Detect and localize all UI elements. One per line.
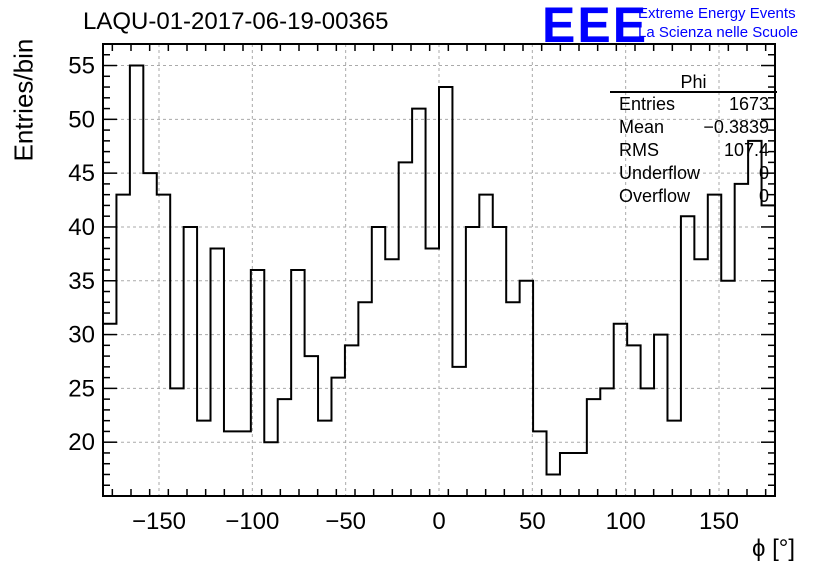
histogram-bin xyxy=(251,270,264,496)
histogram-bin xyxy=(641,388,654,496)
histogram-bin xyxy=(385,259,398,496)
y-tick-label: 40 xyxy=(68,214,95,241)
x-axis-label: ϕ [°] xyxy=(752,535,796,562)
histogram-bin xyxy=(372,227,385,496)
histogram-bin xyxy=(331,378,344,496)
logo-caption-line2: La Scienza nelle Scuole xyxy=(638,24,799,41)
logo-caption-line1: Extreme Energy Events xyxy=(638,5,796,22)
histogram-bin xyxy=(211,248,224,496)
histogram-bin xyxy=(547,474,560,496)
x-tick-label: 50 xyxy=(519,508,546,535)
histogram-bin xyxy=(667,421,680,496)
x-tick-label: −50 xyxy=(325,508,366,535)
eee-logo: EEE xyxy=(542,0,649,53)
stats-value-rms: 107.4 xyxy=(724,140,769,160)
histogram-bin xyxy=(358,302,371,496)
histogram-bin xyxy=(412,109,425,496)
y-tick-label: 55 xyxy=(68,53,95,80)
histogram-bin xyxy=(278,399,291,496)
histogram-bin xyxy=(587,399,600,496)
histogram-bin xyxy=(264,442,277,496)
stats-label-entries: Entries xyxy=(619,94,675,114)
histogram-bin xyxy=(533,431,546,496)
histogram-bin xyxy=(318,421,331,496)
histogram-bin xyxy=(452,367,465,496)
histogram-bin xyxy=(116,195,129,496)
histogram-bin xyxy=(735,184,748,496)
histogram-bin xyxy=(479,195,492,496)
histogram-bin xyxy=(614,324,627,496)
histogram-bin xyxy=(694,259,707,496)
y-tick-label: 30 xyxy=(68,322,95,349)
histogram-bin xyxy=(291,270,304,496)
x-tick-label: −150 xyxy=(132,508,186,535)
histogram-bins xyxy=(103,64,775,496)
stats-label-overflow: Overflow xyxy=(619,186,691,206)
x-tick-label: −100 xyxy=(225,508,279,535)
histogram-bin xyxy=(439,87,452,496)
histogram-bin xyxy=(573,453,586,496)
stats-value-underflow: 0 xyxy=(759,163,769,183)
histogram-bin xyxy=(184,227,197,496)
histogram-bin xyxy=(345,345,358,496)
y-tick-label: 45 xyxy=(68,160,95,187)
histogram-bin xyxy=(560,453,573,496)
histogram-bin xyxy=(197,421,210,496)
histogram-bin xyxy=(224,431,237,496)
histogram-bin xyxy=(237,431,250,496)
y-tick-label: 50 xyxy=(68,106,95,133)
histogram-bin xyxy=(466,227,479,496)
stats-value-entries: 1673 xyxy=(729,94,769,114)
stats-label-mean: Mean xyxy=(619,117,664,137)
stats-box-title: Phi xyxy=(680,72,706,92)
axis-ticks: 20 25 30 35 40 45 50 55 −150 −100 −50 0 50 100 150 xyxy=(68,43,775,535)
histogram-bin xyxy=(506,302,519,496)
histogram-bin xyxy=(627,345,640,496)
y-tick-label: 35 xyxy=(68,268,95,295)
histogram-bin xyxy=(399,162,412,496)
y-tick-label: 20 xyxy=(68,429,95,456)
x-tick-label: 0 xyxy=(432,508,445,535)
stats-value-mean: −0.3839 xyxy=(703,117,769,137)
histogram-bin xyxy=(426,248,439,496)
stats-label-underflow: Underflow xyxy=(619,163,701,183)
x-tick-label: 100 xyxy=(606,508,646,535)
stats-value-overflow: 0 xyxy=(759,186,769,206)
histogram-bin xyxy=(654,335,667,496)
y-tick-label: 25 xyxy=(68,375,95,402)
chart-title: LAQU-01-2017-06-19-00365 xyxy=(83,8,389,35)
x-tick-label: 150 xyxy=(699,508,739,535)
histogram-outline xyxy=(103,64,775,476)
histogram-bin xyxy=(681,216,694,496)
stats-label-rms: RMS xyxy=(619,140,659,160)
histogram-bin xyxy=(493,227,506,496)
histogram-bin xyxy=(305,356,318,496)
